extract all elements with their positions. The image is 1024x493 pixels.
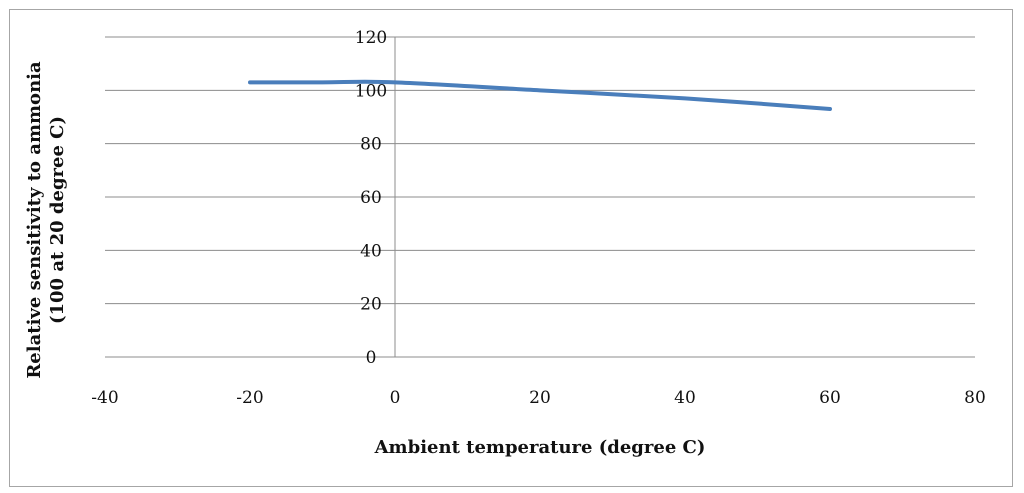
x-tick-label: 60 (819, 388, 841, 408)
y-tick-label: 60 (360, 188, 382, 208)
chart-frame (9, 9, 1013, 487)
y-tick-label: 20 (360, 295, 382, 315)
y-axis-title-line-1: Relative sensitivity to ammonia (24, 61, 45, 379)
x-tick-label: 0 (390, 388, 401, 408)
x-tick-label: 40 (674, 388, 696, 408)
y-axis-title-line-2: (100 at 20 degree C) (47, 116, 68, 324)
y-tick-label: 0 (366, 348, 377, 368)
x-tick-label: 80 (964, 388, 986, 408)
y-tick-label: 40 (360, 241, 382, 261)
series-line (248, 79, 832, 111)
y-tick-label: 100 (355, 81, 387, 101)
x-tick-label: 20 (529, 388, 551, 408)
x-tick-label: -20 (236, 388, 263, 408)
x-tick-label: -40 (91, 388, 118, 408)
y-tick-label: 80 (360, 135, 382, 155)
x-axis-title: Ambient temperature (degree C) (374, 437, 706, 458)
y-tick-label: 120 (355, 28, 387, 48)
